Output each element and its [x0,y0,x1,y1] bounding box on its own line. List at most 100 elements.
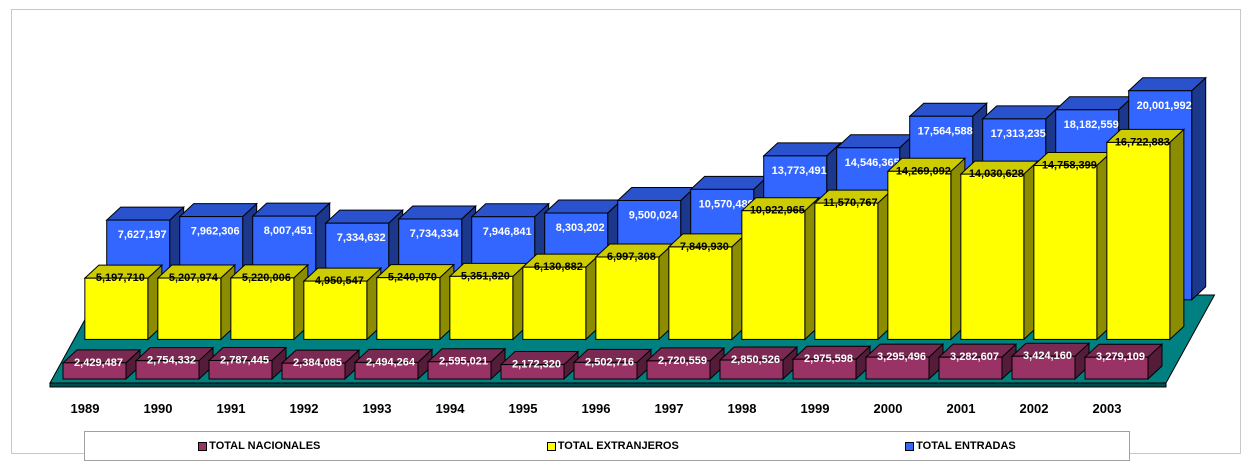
x-tick-label-6: 1995 [509,401,538,416]
bar-1-2 [230,277,295,340]
data-label-2-1: 7,962,306 [191,226,240,238]
bar-0-8 [646,360,711,380]
bar-0-7 [573,361,638,380]
data-label-1-13: 14,758,399 [1042,160,1097,172]
data-label-1-0: 5,197,710 [96,272,145,284]
data-label-2-0: 7,627,197 [118,229,167,241]
bar-1-5 [449,275,514,340]
data-label-2-4: 7,734,334 [410,228,460,240]
data-label-1-9: 10,922,965 [750,205,805,217]
data-label-1-2: 5,220,006 [242,272,291,284]
data-label-2-5: 7,946,841 [483,226,532,238]
data-label-0-4: 2,494,264 [366,356,416,368]
data-label-1-6: 6,130,882 [534,261,583,273]
data-label-2-9: 13,773,491 [772,165,827,177]
chart-legend: TOTAL NACIONALES TOTAL EXTRANJEROS TOTAL… [84,431,1130,461]
data-label-2-12: 17,313,235 [991,128,1046,140]
legend-item-extranjeros: TOTAL EXTRANJEROS [546,440,679,452]
data-label-2-8: 10,570,489 [699,198,754,210]
x-tick-label-7: 1996 [582,401,611,416]
bar-1-3 [303,280,368,340]
bar-side-2-14 [1191,76,1207,301]
bar-0-6 [500,364,565,380]
data-label-0-5: 2,595,021 [439,356,488,368]
data-label-0-7: 2,502,716 [585,356,634,368]
data-label-2-10: 14,546,365 [845,157,900,169]
data-label-1-8: 7,849,930 [680,241,729,253]
data-label-1-10: 11,570,767 [823,197,877,209]
bar-top-2-11 [908,102,988,117]
data-label-0-10: 2,975,598 [804,353,853,365]
bar-0-10 [792,358,857,380]
bar-top-2-1 [178,203,258,218]
bar-top-2-9 [762,142,842,157]
data-label-1-12: 14,030,628 [969,168,1024,180]
legend-swatch-entradas [905,441,915,451]
legend-label-extranjeros: TOTAL EXTRANJEROS [557,440,679,452]
data-label-0-14: 3,279,109 [1096,351,1145,363]
data-label-0-9: 2,850,526 [731,354,780,366]
x-tick-label-14: 2003 [1093,401,1122,416]
data-label-0-3: 2,384,085 [293,357,342,369]
data-label-0-1: 2,754,332 [147,355,196,367]
bar-0-11 [865,356,930,380]
data-label-2-13: 18,182,559 [1064,119,1119,131]
x-tick-label-4: 1993 [363,401,392,416]
data-label-1-5: 5,351,820 [461,270,510,282]
bar-top-2-10 [835,134,915,149]
data-label-2-7: 9,500,024 [629,210,679,222]
data-label-0-11: 3,295,496 [877,351,926,363]
bar-1-4 [376,277,441,340]
bar-1-7 [595,256,660,340]
bar-1-10 [814,202,879,340]
x-tick-label-0: 1989 [71,401,100,416]
x-tick-label-1: 1990 [144,401,173,416]
data-label-0-2: 2,787,445 [220,354,269,366]
x-tick-label-13: 2002 [1020,401,1049,416]
bar-1-12 [960,173,1025,340]
legend-item-nacionales: TOTAL NACIONALES [198,440,320,452]
bar-1-0 [84,277,149,340]
legend-swatch-extranjeros [546,441,556,451]
legend-label-entradas: TOTAL ENTRADAS [916,440,1016,452]
bar-1-1 [157,277,222,340]
bar-top-2-0 [105,206,185,221]
bar-0-0 [62,362,127,380]
x-tick-label-5: 1994 [436,401,466,416]
bar-top-2-8 [689,175,769,190]
bar-top-2-13 [1054,96,1134,111]
data-label-1-14: 16,722,883 [1115,136,1170,148]
bar-top-2-14 [1127,77,1207,92]
data-label-0-8: 2,720,559 [658,355,707,367]
data-label-0-0: 2,429,487 [74,357,123,369]
bar-0-4 [354,361,419,380]
bar-0-2 [208,359,273,380]
x-tick-label-9: 1998 [728,401,757,416]
bar-0-3 [281,362,346,380]
x-tick-label-12: 2001 [947,401,976,416]
bar-side-1-14 [1169,128,1185,341]
data-label-1-4: 5,240,070 [388,272,437,284]
data-label-1-1: 5,207,974 [169,272,219,284]
bar-top-2-2 [251,202,331,217]
bar-1-14 [1106,141,1171,340]
bar-0-13 [1011,355,1076,380]
data-label-1-3: 4,950,547 [315,275,364,287]
data-label-2-2: 8,007,451 [264,225,313,237]
bar-top-2-7 [616,187,696,202]
bar-1-6 [522,266,587,340]
data-label-2-3: 7,334,632 [337,232,386,244]
bar-0-12 [938,356,1003,380]
x-tick-label-3: 1992 [290,401,319,416]
data-label-0-6: 2,172,320 [512,359,561,371]
bar-1-13 [1033,165,1098,340]
x-tick-label-2: 1991 [217,401,246,416]
data-label-2-6: 8,303,202 [556,222,605,234]
bar-top-2-6 [543,199,623,214]
data-label-1-7: 6,997,308 [607,251,656,263]
bar-1-11 [887,170,952,340]
bar-top-2-3 [324,209,404,224]
legend-swatch-nacionales [198,441,208,451]
legend-label-nacionales: TOTAL NACIONALES [209,440,321,452]
